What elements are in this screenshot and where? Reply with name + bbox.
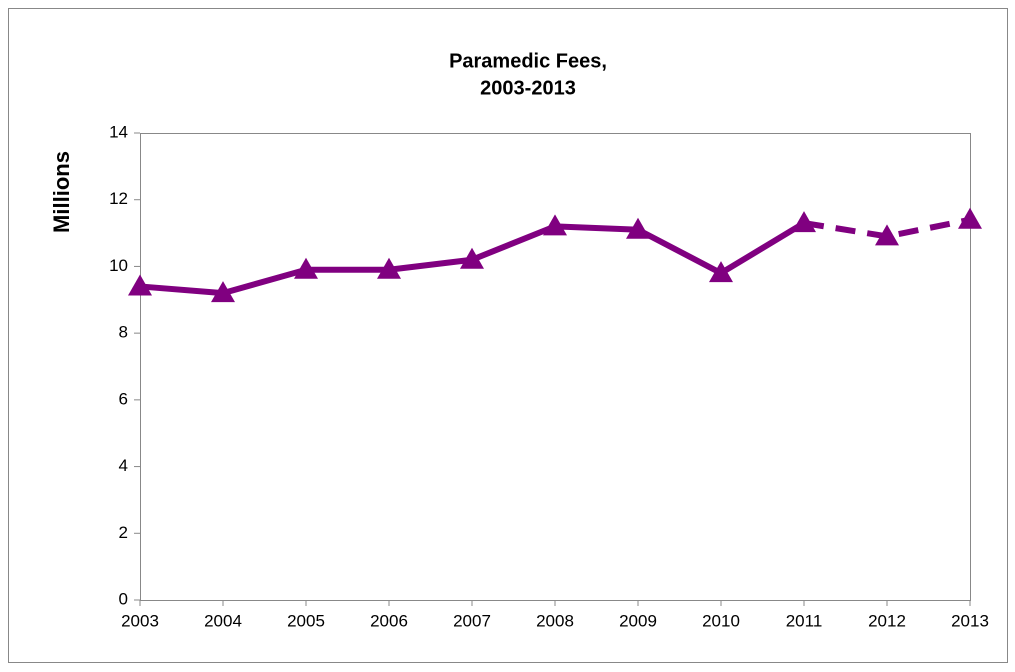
x-tick-label: 2005 xyxy=(287,611,325,630)
marker xyxy=(294,257,318,279)
y-tick-label: 14 xyxy=(109,122,128,141)
x-tick-label: 2013 xyxy=(951,611,989,630)
marker xyxy=(709,261,733,283)
chart-title: 2003-2013 xyxy=(480,77,576,99)
marker xyxy=(460,247,484,269)
x-tick-label: 2008 xyxy=(536,611,574,630)
line-dashed xyxy=(803,216,971,240)
x-tick-label: 2004 xyxy=(204,611,242,630)
marker xyxy=(128,274,152,296)
x-tick-label: 2003 xyxy=(121,611,159,630)
y-tick-label: 10 xyxy=(109,256,128,275)
y-tick-label: 0 xyxy=(119,589,128,608)
marker xyxy=(211,281,235,303)
x-tick-label: 2006 xyxy=(370,611,408,630)
marker xyxy=(377,257,401,279)
x-tick-label: 2012 xyxy=(868,611,906,630)
x-tick-label: 2011 xyxy=(786,611,823,630)
marker xyxy=(626,217,650,239)
x-tick-label: 2009 xyxy=(619,611,657,630)
marker xyxy=(875,224,899,246)
y-tick-label: 2 xyxy=(119,523,128,542)
y-tick-label: 4 xyxy=(119,456,128,475)
chart-title: Paramedic Fees, xyxy=(449,50,607,72)
y-axis-label: Millions xyxy=(49,151,74,233)
y-tick-label: 8 xyxy=(119,323,128,342)
marker xyxy=(958,207,982,229)
y-tick-label: 12 xyxy=(109,189,128,208)
y-tick-label: 6 xyxy=(119,389,128,408)
x-tick-label: 2007 xyxy=(453,611,491,630)
chart-border xyxy=(8,8,1008,663)
x-tick-label: 2010 xyxy=(702,611,740,630)
marker xyxy=(543,214,567,236)
marker xyxy=(792,211,816,233)
